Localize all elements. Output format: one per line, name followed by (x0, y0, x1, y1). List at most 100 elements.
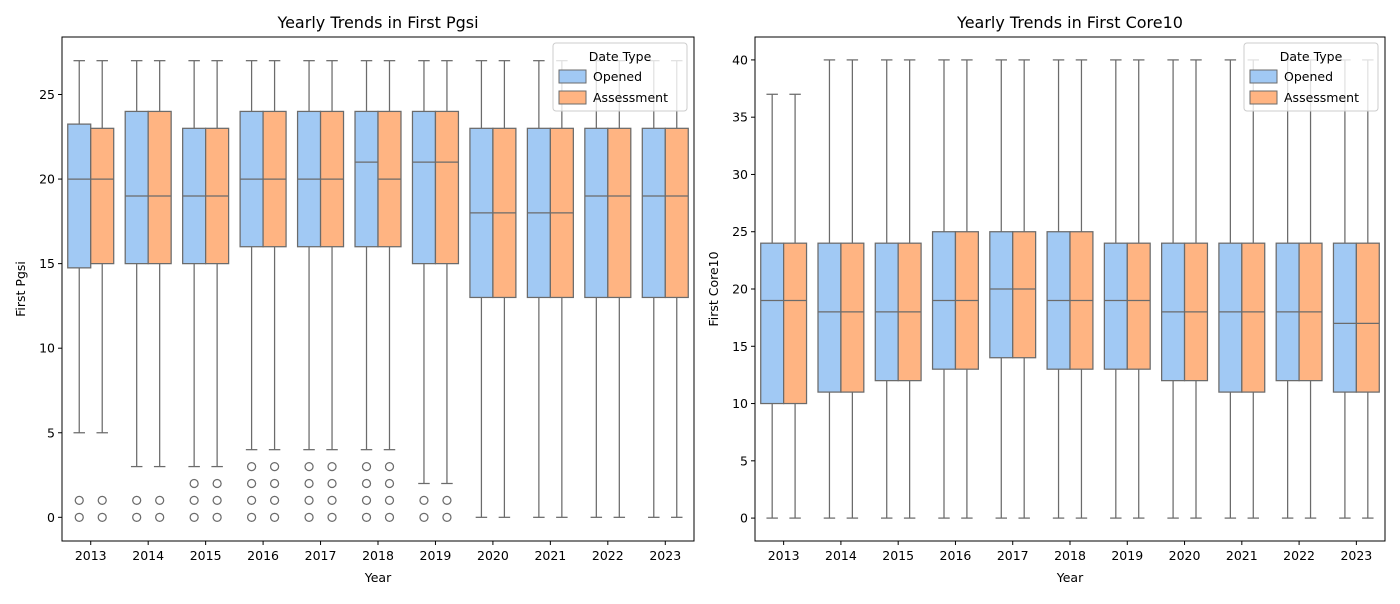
box-2019-opened (1103, 59, 1128, 519)
box-2017-assessment (319, 60, 345, 522)
box-iqr (817, 242, 842, 393)
box-2015-assessment (897, 59, 922, 519)
box-2020-assessment (1183, 59, 1209, 519)
box-2023-assessment (664, 60, 689, 518)
box-iqr (1012, 231, 1037, 359)
x-tick-label: 2015 (190, 548, 222, 563)
box-iqr (783, 242, 808, 405)
legend-swatch-opened (1249, 69, 1278, 84)
box-2016-opened (239, 60, 264, 522)
chart-title: Yearly Trends in First Core10 (956, 13, 1183, 32)
x-tick-label: 2014 (825, 548, 857, 563)
flier-point (74, 512, 84, 522)
box-2017-assessment (1012, 59, 1037, 519)
flier-point (189, 478, 199, 489)
flier-point (442, 512, 452, 522)
box-2016-assessment (954, 59, 979, 519)
box-2021-opened (1218, 59, 1243, 519)
box-2022-assessment (607, 60, 632, 518)
y-tick-label: 10 (732, 396, 748, 411)
x-tick-label: 2019 (420, 548, 452, 563)
y-tick-label: 40 (732, 52, 748, 67)
flier-point (155, 512, 165, 522)
series-opened (67, 60, 666, 522)
box-iqr (1126, 242, 1151, 370)
y-tick-label: 5 (47, 425, 55, 440)
box-2022-opened (584, 60, 609, 518)
box-iqr (840, 242, 865, 393)
flier-point (304, 512, 314, 522)
box-iqr (1241, 242, 1266, 393)
x-tick-label: 2020 (477, 548, 509, 563)
box-2019-assessment (434, 60, 460, 522)
legend-swatch-assessment (558, 90, 587, 105)
box-2014-assessment (840, 59, 865, 519)
x-axis-label: Year (1056, 570, 1084, 585)
x-tick-label: 2016 (247, 548, 279, 563)
x-tick-label: 2018 (1054, 548, 1086, 563)
legend-title: Date Type (1280, 49, 1343, 64)
box-2017-opened (989, 59, 1014, 519)
y-tick-label: 15 (39, 256, 55, 271)
x-tick-label: 2023 (649, 548, 681, 563)
box-iqr (147, 110, 172, 265)
flier-point (327, 478, 337, 489)
x-tick-label: 2020 (1169, 548, 1201, 563)
y-tick-label: 10 (39, 341, 55, 356)
flier-point (384, 461, 395, 472)
box-iqr (1218, 242, 1243, 393)
box-iqr (354, 110, 379, 248)
flier-point (246, 478, 257, 489)
x-tick-label: 2022 (592, 548, 624, 563)
legend: Date Type Opened Assessment (1243, 42, 1379, 112)
box-2021-assessment (1241, 59, 1266, 519)
y-tick-label: 15 (732, 339, 748, 354)
chart-title: Yearly Trends in First Pgsi (276, 13, 478, 32)
flier-point (327, 512, 337, 522)
flier-point (327, 461, 337, 472)
y-tick-label: 20 (39, 172, 55, 187)
box-2013-opened (760, 93, 785, 519)
x-tick-label: 2018 (362, 548, 394, 563)
box-iqr (1103, 242, 1128, 370)
flier-point (304, 461, 314, 472)
flier-point (189, 512, 199, 522)
box-2016-assessment (262, 60, 287, 522)
y-tick-label: 20 (732, 282, 748, 297)
box-2021-assessment (549, 60, 574, 518)
flier-point (304, 495, 314, 506)
legend-title: Date Type (589, 49, 652, 64)
box-2015-opened (874, 59, 899, 519)
x-tick-label: 2021 (1226, 548, 1258, 563)
box-2013-assessment (783, 93, 808, 519)
flier-point (384, 478, 395, 489)
box-2019-assessment (1126, 59, 1151, 519)
flier-point (419, 512, 429, 522)
box-2020-opened (1161, 59, 1186, 519)
box-2022-opened (1275, 59, 1300, 519)
box-2015-assessment (205, 60, 230, 522)
x-tick-label: 2022 (1283, 548, 1315, 563)
flier-point (132, 512, 142, 522)
x-tick-label: 2014 (132, 548, 164, 563)
y-tick-label: 25 (732, 224, 748, 239)
box-iqr (434, 110, 460, 265)
flier-point (212, 495, 222, 506)
box-iqr (90, 127, 115, 265)
flier-point (327, 495, 337, 506)
x-tick-label: 2016 (940, 548, 972, 563)
x-tick-label: 2013 (768, 548, 800, 563)
x-tick-label: 2015 (882, 548, 914, 563)
flier-point (189, 495, 199, 506)
box-2016-opened (931, 59, 957, 519)
flier-point (246, 461, 257, 472)
box-2014-opened (817, 59, 842, 519)
legend-label-opened: Opened (593, 69, 642, 84)
flier-point (384, 512, 395, 522)
y-tick-label: 35 (732, 110, 748, 125)
flier-point (212, 478, 222, 489)
box-iqr (67, 123, 92, 269)
